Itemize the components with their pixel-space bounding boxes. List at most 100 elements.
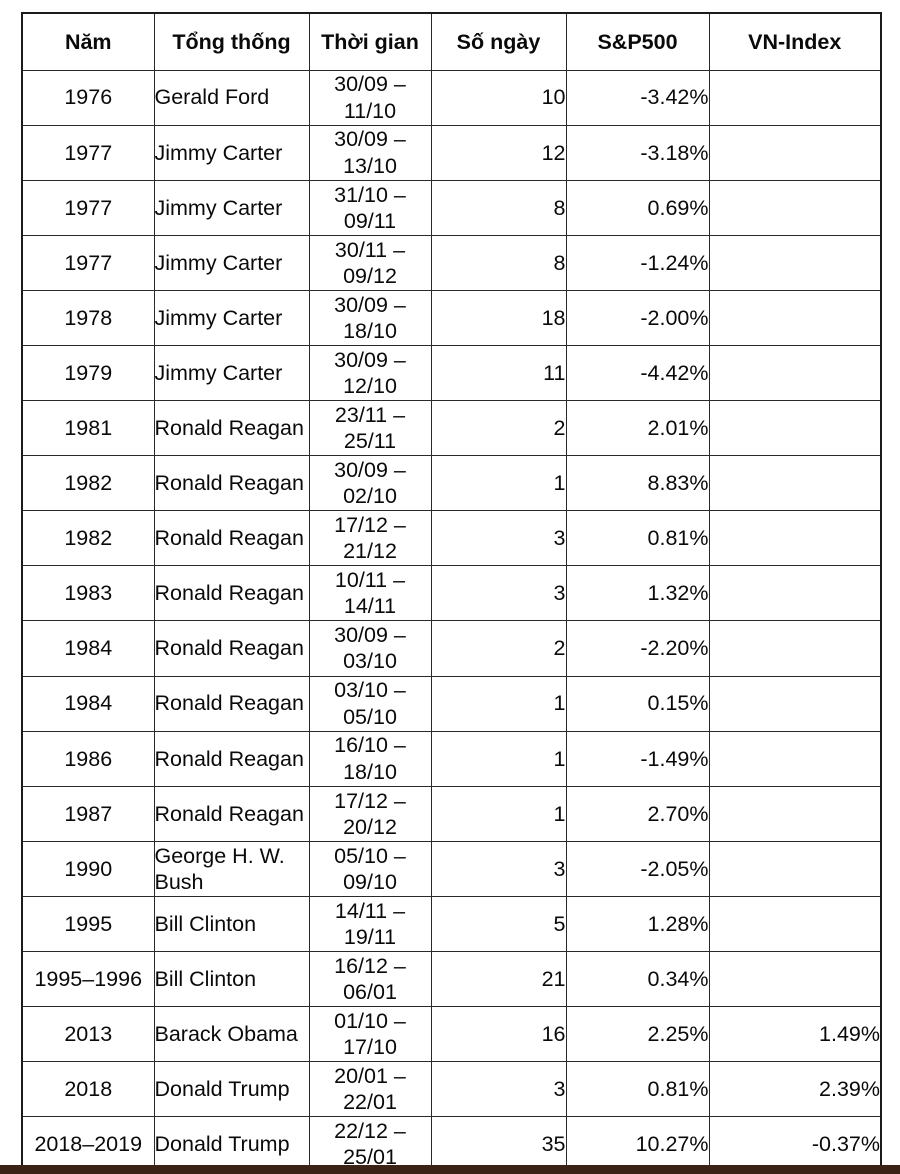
cell-president: Donald Trump	[153, 1061, 310, 1118]
cell-days: 8	[430, 234, 567, 291]
cell-sp500: -2.05%	[565, 840, 710, 897]
cell-days: 18	[430, 289, 567, 346]
cell-president: Ronald Reagan	[153, 675, 310, 732]
cell-year: 2013	[21, 1006, 155, 1063]
cell-days: 1	[430, 730, 567, 787]
cell-sp500: -2.00%	[565, 289, 710, 346]
cell-year: 1986	[21, 730, 155, 787]
cell-period: 10/11 – 14/11	[308, 565, 432, 622]
table-row: 2013 Barack Obama 01/10 – 17/10 16 2.25% 1.49…	[21, 1006, 882, 1063]
cell-sp500: 2.01%	[565, 400, 710, 457]
cell-period: 16/12 – 06/01	[308, 950, 432, 1008]
cell-days: 1	[430, 675, 567, 732]
cell-days: 5	[430, 895, 567, 953]
table-row: 2018 Donald Trump 20/01 – 22/01 3 0.81% 2.39%	[21, 1061, 882, 1118]
cell-days: 16	[430, 1006, 567, 1063]
cell-president: Bill Clinton	[153, 895, 310, 953]
cell-period: 22/12 – 25/01	[308, 1116, 432, 1173]
cell-year: 1995	[21, 895, 155, 953]
cell-days: 3	[430, 565, 567, 622]
cell-vnindex	[708, 785, 882, 842]
cell-sp500: -4.42%	[565, 344, 710, 402]
cell-vnindex	[708, 620, 882, 677]
cell-president: Barack Obama	[153, 1006, 310, 1063]
cell-year: 1977	[21, 179, 155, 236]
cell-period: 03/10 – 05/10	[308, 675, 432, 732]
cell-president: Jimmy Carter	[153, 179, 310, 236]
cell-year: 1976	[21, 69, 155, 126]
cell-vnindex	[708, 289, 882, 346]
column-header-year: Năm	[21, 12, 155, 71]
table-row: 1978 Jimmy Carter 30/09 – 18/10 18 -2.00%	[21, 289, 882, 346]
cell-vnindex	[708, 730, 882, 787]
cell-sp500: 2.70%	[565, 785, 710, 842]
cell-sp500: 2.25%	[565, 1006, 710, 1063]
cell-president: Jimmy Carter	[153, 344, 310, 402]
cell-period: 31/10 – 09/11	[308, 179, 432, 236]
cell-president: Jimmy Carter	[153, 234, 310, 291]
cell-president: Ronald Reagan	[153, 510, 310, 567]
cell-vnindex	[708, 895, 882, 953]
cell-vnindex	[708, 234, 882, 291]
cell-year: 1984	[21, 675, 155, 732]
cell-period: 30/11 – 09/12	[308, 234, 432, 291]
cell-sp500: 0.81%	[565, 510, 710, 567]
table-row: 1984 Ronald Reagan 30/09 – 03/10 2 -2.20%	[21, 620, 882, 677]
table-header: Năm Tổng thống Thời gian Số ngày S&P500 …	[21, 12, 882, 71]
cell-days: 3	[430, 1061, 567, 1118]
cell-period: 16/10 – 18/10	[308, 730, 432, 787]
table-row: 1995 Bill Clinton 14/11 – 19/11 5 1.28%	[21, 895, 882, 953]
table-row: 1979 Jimmy Carter 30/09 – 12/10 11 -4.42%	[21, 344, 882, 402]
cell-period: 30/09 – 11/10	[308, 69, 432, 126]
cell-vnindex	[708, 344, 882, 402]
cell-period: 30/09 – 03/10	[308, 620, 432, 677]
cell-year: 1978	[21, 289, 155, 346]
cell-sp500: 0.34%	[565, 950, 710, 1008]
table-row: 1982 Ronald Reagan 17/12 – 21/12 3 0.81%	[21, 510, 882, 567]
cell-year: 1981	[21, 400, 155, 457]
column-header-period: Thời gian	[308, 12, 432, 71]
cell-year: 1979	[21, 344, 155, 402]
bottom-accent-bar	[0, 1165, 900, 1174]
cell-sp500: 8.83%	[565, 455, 710, 512]
cell-year: 1995–1996	[21, 950, 155, 1008]
cell-president: Bill Clinton	[153, 950, 310, 1008]
table-row: 1982 Ronald Reagan 30/09 – 02/10 1 8.83%	[21, 455, 882, 512]
cell-days: 3	[430, 840, 567, 897]
cell-president: Ronald Reagan	[153, 400, 310, 457]
cell-year: 1982	[21, 455, 155, 512]
cell-vnindex	[708, 565, 882, 622]
cell-year: 1990	[21, 840, 155, 897]
cell-period: 30/09 – 13/10	[308, 124, 432, 181]
column-header-vnindex: VN-Index	[708, 12, 882, 71]
cell-days: 1	[430, 455, 567, 512]
cell-days: 12	[430, 124, 567, 181]
cell-period: 20/01 – 22/01	[308, 1061, 432, 1118]
cell-days: 8	[430, 179, 567, 236]
table-row: 2018–2019 Donald Trump 22/12 – 25/01 35 10.2…	[21, 1116, 882, 1173]
cell-period: 30/09 – 02/10	[308, 455, 432, 512]
table-row: 1977 Jimmy Carter 30/09 – 13/10 12 -3.18%	[21, 124, 882, 181]
cell-sp500: -2.20%	[565, 620, 710, 677]
table-row: 1981 Ronald Reagan 23/11 – 25/11 2 2.01%	[21, 400, 882, 457]
table-row: 1986 Ronald Reagan 16/10 – 18/10 1 -1.49%	[21, 730, 882, 787]
table-row: 1976 Gerald Ford 30/09 – 11/10 10 -3.42%	[21, 69, 882, 126]
cell-sp500: -1.24%	[565, 234, 710, 291]
cell-vnindex	[708, 455, 882, 512]
column-header-president: Tổng thống	[153, 12, 310, 71]
column-header-sp500: S&P500	[565, 12, 710, 71]
cell-year: 1977	[21, 124, 155, 181]
cell-president: Ronald Reagan	[153, 785, 310, 842]
cell-period: 05/10 – 09/10	[308, 840, 432, 897]
cell-vnindex: 2.39%	[708, 1061, 882, 1118]
cell-president: Jimmy Carter	[153, 289, 310, 346]
cell-year: 1984	[21, 620, 155, 677]
cell-sp500: 0.69%	[565, 179, 710, 236]
cell-days: 3	[430, 510, 567, 567]
column-header-days: Số ngày	[430, 12, 567, 71]
cell-year: 1983	[21, 565, 155, 622]
cell-president: Ronald Reagan	[153, 565, 310, 622]
cell-vnindex	[708, 675, 882, 732]
cell-vnindex	[708, 179, 882, 236]
